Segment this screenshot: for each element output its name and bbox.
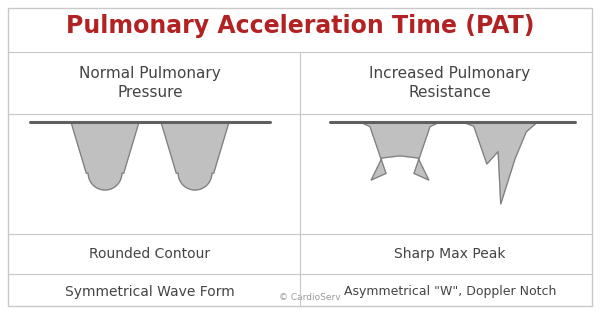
Text: © CardioServ: © CardioServ xyxy=(279,293,341,302)
Text: Pulmonary Acceleration Time (PAT): Pulmonary Acceleration Time (PAT) xyxy=(66,14,534,38)
Text: Increased Pulmonary
Resistance: Increased Pulmonary Resistance xyxy=(370,66,530,100)
Text: Symmetrical Wave Form: Symmetrical Wave Form xyxy=(65,285,235,299)
Polygon shape xyxy=(161,122,229,190)
Polygon shape xyxy=(71,122,139,190)
Text: Rounded Contour: Rounded Contour xyxy=(89,247,211,261)
Text: Sharp Max Peak: Sharp Max Peak xyxy=(394,247,506,261)
Text: Normal Pulmonary
Pressure: Normal Pulmonary Pressure xyxy=(79,66,221,100)
Polygon shape xyxy=(463,122,538,204)
Polygon shape xyxy=(360,122,440,180)
Text: Asymmetrical "W", Doppler Notch: Asymmetrical "W", Doppler Notch xyxy=(344,285,556,299)
